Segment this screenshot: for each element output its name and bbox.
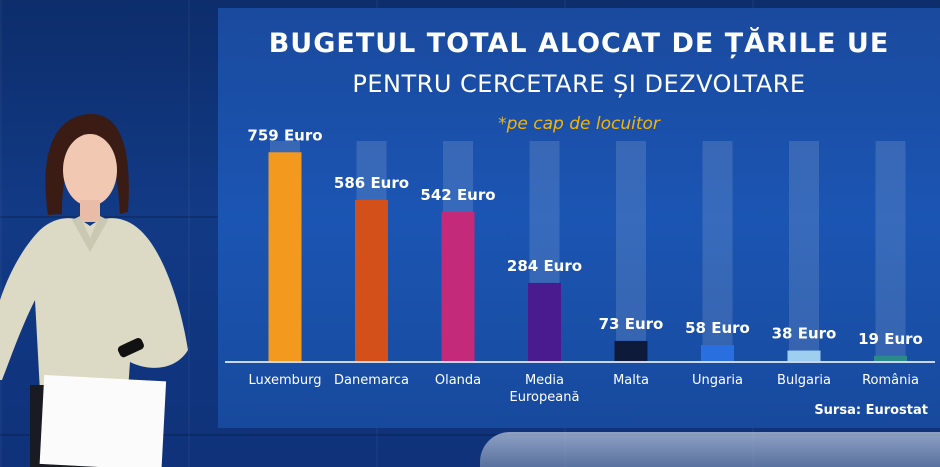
bar-track [875, 141, 906, 361]
chart-title: BUGETUL TOTAL ALOCAT DE ȚĂRILE UE [268, 28, 890, 59]
bar-value-label: 19 Euro [858, 330, 923, 348]
bar [441, 211, 475, 361]
category-label: România [862, 373, 919, 388]
bar [528, 282, 561, 361]
presenter-clicker [117, 337, 144, 358]
chart-note: *pe cap de locuitor [498, 114, 660, 134]
presenter-collar [72, 216, 108, 252]
bar-value-label: 284 Euro [507, 257, 582, 275]
category-label: Danemarca [334, 373, 409, 388]
bar-value-label: 586 Euro [334, 174, 409, 192]
studio-desk [480, 432, 940, 467]
chart-title-line-2: PENTRU CERCETARE ȘI DEZVOLTARE [352, 70, 806, 98]
bar [787, 350, 821, 361]
bar [701, 345, 734, 361]
bar-track [616, 141, 646, 361]
bar-track [789, 141, 819, 361]
bar-value-label: 38 Euro [772, 325, 837, 343]
bar-value-label: 73 Euro [599, 315, 664, 333]
presenter-papers [39, 375, 167, 467]
category-label: Bulgaria [777, 373, 831, 388]
category-label: Malta [613, 373, 649, 388]
presenter-hair [45, 113, 129, 215]
bar [355, 199, 388, 361]
bar [614, 340, 648, 361]
bar-value-label: 58 Euro [685, 319, 750, 337]
source-label: Sursa: Eurostat [814, 403, 928, 418]
bar-value-label: 542 Euro [420, 186, 495, 204]
category-label: Luxemburg [248, 373, 321, 388]
category-label: Olanda [435, 373, 481, 388]
bar-track [702, 141, 733, 361]
category-label: Media [525, 373, 564, 388]
bar [268, 152, 302, 361]
category-label: Europeană [510, 390, 580, 405]
presenter-neck [80, 200, 100, 222]
presenter-face [63, 134, 117, 206]
category-label: Ungaria [692, 373, 743, 388]
bar-value-label: 759 Euro [247, 126, 322, 144]
bar [874, 355, 907, 361]
presenter [0, 113, 188, 467]
